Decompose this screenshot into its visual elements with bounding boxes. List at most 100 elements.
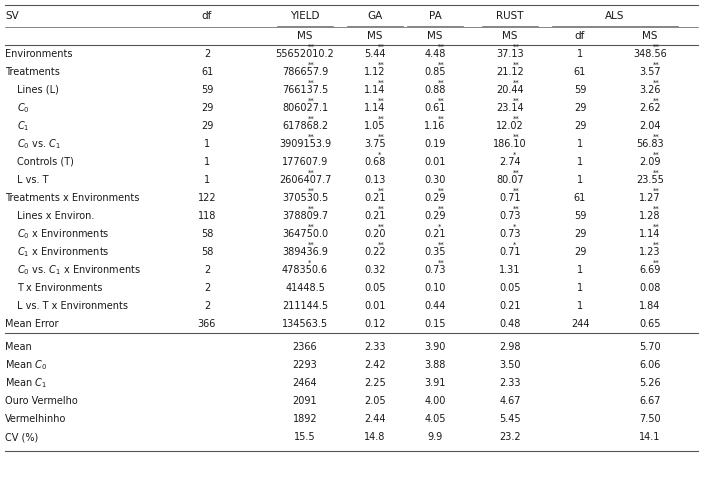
Text: 1.14: 1.14 (364, 85, 386, 95)
Text: 59: 59 (574, 211, 586, 221)
Text: 186.10: 186.10 (494, 139, 527, 149)
Text: 370530.5: 370530.5 (282, 193, 328, 203)
Text: 1.84: 1.84 (639, 301, 661, 311)
Text: 2293: 2293 (292, 360, 317, 370)
Text: *: * (513, 242, 517, 248)
Text: 1: 1 (577, 157, 583, 167)
Text: GA: GA (368, 11, 382, 21)
Text: **: ** (438, 242, 445, 248)
Text: 0.71: 0.71 (499, 247, 521, 257)
Text: 0.13: 0.13 (364, 175, 386, 185)
Text: **: ** (513, 116, 520, 122)
Text: 2.33: 2.33 (364, 342, 386, 352)
Text: 56.83: 56.83 (636, 139, 664, 149)
Text: ALS: ALS (605, 11, 625, 21)
Text: Mean $C_{0}$: Mean $C_{0}$ (5, 358, 47, 372)
Text: 1: 1 (204, 157, 210, 167)
Text: 134563.5: 134563.5 (282, 319, 328, 329)
Text: 29: 29 (201, 121, 213, 131)
Text: 29: 29 (201, 103, 213, 113)
Text: **: ** (653, 206, 659, 212)
Text: $C_{1}$ x Environments: $C_{1}$ x Environments (17, 245, 110, 259)
Text: 1892: 1892 (292, 414, 317, 424)
Text: 29: 29 (574, 229, 586, 239)
Text: CV (%): CV (%) (5, 432, 38, 442)
Text: Treatments x Environments: Treatments x Environments (5, 193, 139, 203)
Text: **: ** (438, 44, 445, 50)
Text: 4.00: 4.00 (425, 396, 446, 406)
Text: **: ** (438, 206, 445, 212)
Text: $C_{0}$ vs. $C_{1}$: $C_{0}$ vs. $C_{1}$ (17, 137, 61, 151)
Text: 364750.0: 364750.0 (282, 229, 328, 239)
Text: 59: 59 (574, 85, 586, 95)
Text: 4.67: 4.67 (499, 396, 521, 406)
Text: Mean Error: Mean Error (5, 319, 58, 329)
Text: Lines (L): Lines (L) (17, 85, 59, 95)
Text: 1.05: 1.05 (364, 121, 386, 131)
Text: Ouro Vermelho: Ouro Vermelho (5, 396, 78, 406)
Text: 1.14: 1.14 (364, 103, 386, 113)
Text: 29: 29 (574, 121, 586, 131)
Text: 1.27: 1.27 (639, 193, 661, 203)
Text: T x Environments: T x Environments (17, 283, 103, 293)
Text: 5.26: 5.26 (639, 378, 661, 388)
Text: 2091: 2091 (292, 396, 317, 406)
Text: **: ** (513, 188, 520, 194)
Text: 2.74: 2.74 (499, 157, 521, 167)
Text: 0.68: 0.68 (364, 157, 386, 167)
Text: 0.21: 0.21 (499, 301, 521, 311)
Text: **: ** (653, 80, 659, 86)
Text: 1.16: 1.16 (425, 121, 446, 131)
Text: 0.05: 0.05 (364, 283, 386, 293)
Text: 3.88: 3.88 (425, 360, 446, 370)
Text: **: ** (378, 224, 385, 230)
Text: 0.21: 0.21 (364, 211, 386, 221)
Text: **: ** (438, 80, 445, 86)
Text: 3.75: 3.75 (364, 139, 386, 149)
Text: 23.2: 23.2 (499, 432, 521, 442)
Text: 177607.9: 177607.9 (282, 157, 328, 167)
Text: **: ** (308, 170, 315, 176)
Text: $C_{0}$: $C_{0}$ (17, 101, 30, 115)
Text: L vs. T x Environments: L vs. T x Environments (17, 301, 128, 311)
Text: 1: 1 (577, 283, 583, 293)
Text: **: ** (438, 62, 445, 68)
Text: 378809.7: 378809.7 (282, 211, 328, 221)
Text: **: ** (438, 98, 445, 104)
Text: **: ** (378, 134, 385, 140)
Text: 2: 2 (204, 301, 210, 311)
Text: 806027.1: 806027.1 (282, 103, 328, 113)
Text: **: ** (513, 98, 520, 104)
Text: 61: 61 (574, 67, 586, 77)
Text: 58: 58 (201, 247, 213, 257)
Text: 118: 118 (198, 211, 217, 221)
Text: 1: 1 (577, 139, 583, 149)
Text: $C_{0}$ vs. $C_{1}$ x Environments: $C_{0}$ vs. $C_{1}$ x Environments (17, 263, 141, 277)
Text: 23.14: 23.14 (496, 103, 524, 113)
Text: 366: 366 (198, 319, 217, 329)
Text: 5.45: 5.45 (499, 414, 521, 424)
Text: 0.29: 0.29 (424, 193, 446, 203)
Text: **: ** (438, 116, 445, 122)
Text: **: ** (653, 224, 659, 230)
Text: 1.31: 1.31 (499, 265, 521, 275)
Text: 61: 61 (201, 67, 213, 77)
Text: 0.73: 0.73 (499, 229, 521, 239)
Text: 122: 122 (198, 193, 217, 203)
Text: 1: 1 (577, 301, 583, 311)
Text: 29: 29 (574, 103, 586, 113)
Text: 0.22: 0.22 (364, 247, 386, 257)
Text: 0.12: 0.12 (364, 319, 386, 329)
Text: MS: MS (643, 31, 658, 41)
Text: **: ** (378, 116, 385, 122)
Text: **: ** (513, 62, 520, 68)
Text: Mean: Mean (5, 342, 32, 352)
Text: **: ** (513, 80, 520, 86)
Text: 55652010.2: 55652010.2 (276, 49, 335, 59)
Text: 2: 2 (204, 265, 210, 275)
Text: **: ** (308, 188, 315, 194)
Text: df: df (575, 31, 585, 41)
Text: *: * (513, 224, 517, 230)
Text: 21.12: 21.12 (496, 67, 524, 77)
Text: L vs. T: L vs. T (17, 175, 49, 185)
